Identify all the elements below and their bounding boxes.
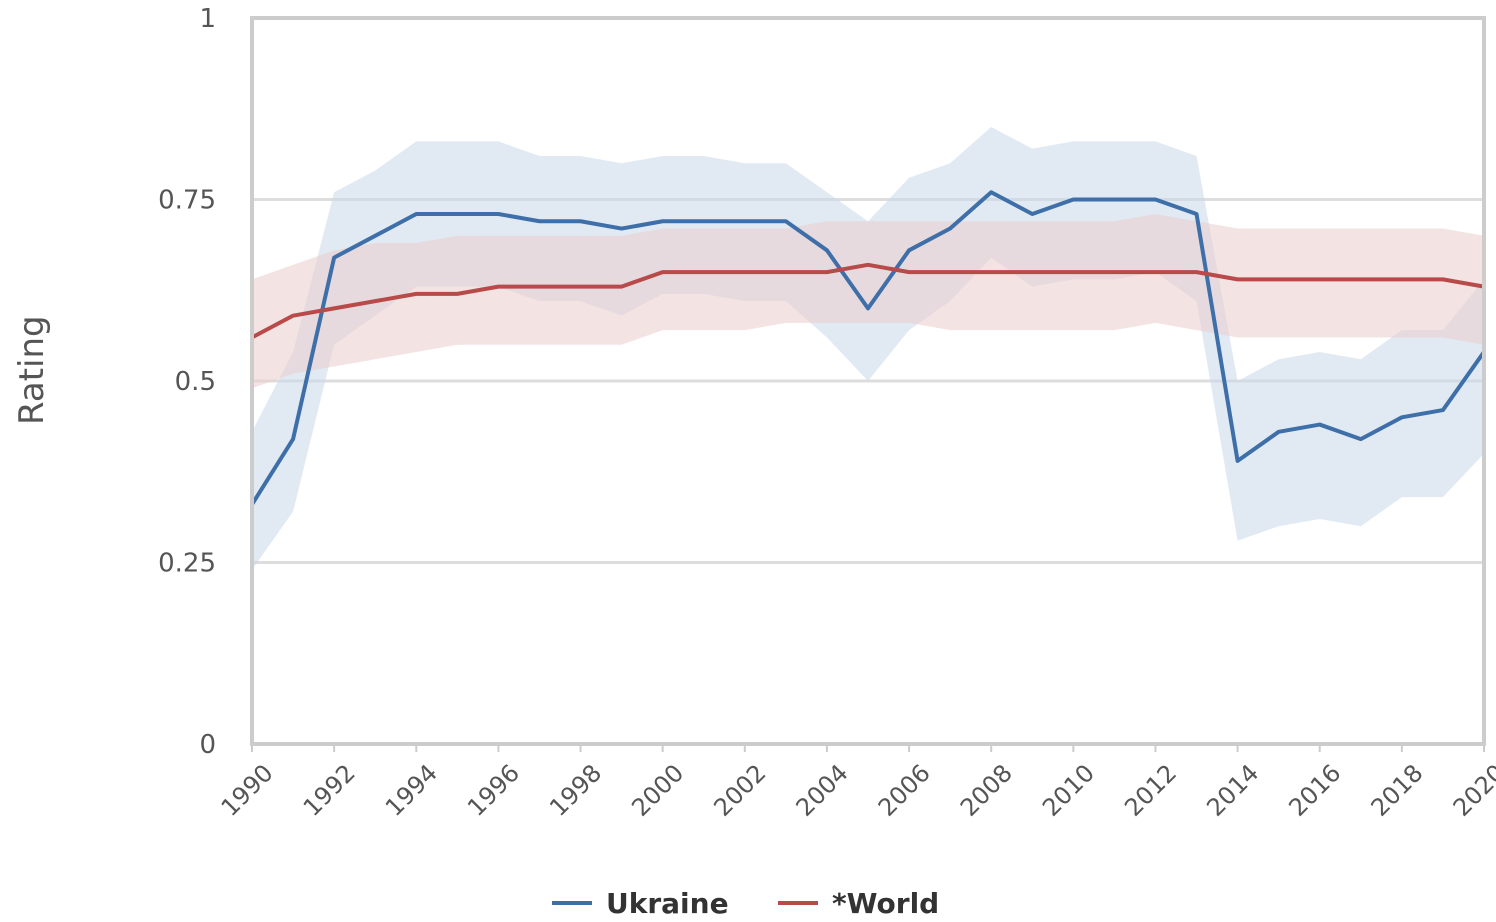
x-tick-label: 2018	[1366, 759, 1429, 822]
data-point-world	[1441, 277, 1445, 281]
data-point-world	[332, 306, 336, 310]
x-tick-label: 1996	[462, 759, 525, 822]
data-point-ukraine	[1153, 198, 1157, 201]
data-point-ukraine	[989, 190, 993, 194]
data-point-world	[1236, 277, 1240, 281]
data-point-world	[291, 314, 295, 318]
data-point-world	[989, 270, 993, 274]
data-point-world	[1030, 270, 1034, 274]
data-point-world	[1112, 270, 1116, 274]
data-point-ukraine	[948, 227, 952, 231]
data-point-ukraine	[1071, 198, 1075, 201]
x-tick-label: 2010	[1037, 759, 1100, 822]
data-point-ukraine	[373, 234, 377, 238]
plot-frame	[250, 16, 1486, 746]
data-point-ukraine	[866, 306, 870, 310]
data-point-world	[1153, 270, 1157, 274]
x-tick-label: 2006	[873, 759, 936, 822]
data-point-world	[1318, 277, 1322, 281]
data-point-ukraine	[661, 219, 665, 223]
data-point-world	[825, 270, 829, 274]
series-lines	[250, 190, 1486, 506]
data-point-world	[743, 270, 747, 274]
data-point-world	[537, 285, 541, 289]
data-point-ukraine	[579, 219, 583, 223]
legend-label-ukraine: Ukraine	[606, 886, 729, 920]
y-tick-label: 0.25	[158, 549, 216, 579]
data-point-world	[1277, 277, 1281, 281]
data-point-ukraine	[1441, 408, 1445, 412]
data-point-world	[373, 299, 377, 303]
x-axis-ticks: 1990 1992 1994 1996 1998 2000 2002 2004 2006 2008…	[216, 744, 1496, 822]
data-point-ukraine	[1359, 437, 1363, 441]
x-tick-label: 1992	[298, 759, 361, 822]
data-point-world	[1400, 277, 1404, 281]
confidence-bands	[252, 126, 1484, 570]
x-tick-label: 2002	[708, 759, 771, 822]
data-point-ukraine	[907, 248, 911, 252]
y-tick-label: 0.75	[158, 186, 216, 216]
legend-label-world: *World	[832, 886, 940, 920]
legend-item-world[interactable]: *World	[778, 886, 939, 920]
legend-swatch-ukraine	[552, 901, 592, 905]
data-point-world	[414, 292, 418, 296]
data-point-world	[1359, 277, 1363, 281]
x-tick-label: 2014	[1201, 759, 1264, 822]
data-point-ukraine	[1318, 423, 1322, 427]
data-point-world	[661, 270, 665, 274]
x-tick-label: 1990	[216, 759, 279, 822]
x-tick-label: 2016	[1283, 759, 1346, 822]
data-point-ukraine	[743, 219, 747, 223]
data-point-ukraine	[537, 219, 541, 223]
data-point-world	[948, 270, 952, 274]
data-point-ukraine	[414, 212, 418, 216]
data-point-ukraine	[332, 256, 336, 260]
data-point-ukraine	[291, 437, 295, 441]
y-axis-label: Rating	[12, 315, 52, 425]
data-point-ukraine	[702, 219, 706, 223]
data-point-ukraine	[455, 212, 459, 216]
x-tick-label: 2000	[626, 759, 689, 822]
y-axis-ticks: 0 0.25 0.5 0.75 1	[158, 4, 216, 760]
x-tick-label: 2004	[791, 759, 854, 822]
x-tick-label: 1994	[380, 759, 443, 822]
data-point-ukraine	[825, 248, 829, 252]
data-point-world	[496, 285, 500, 289]
data-point-ukraine	[1112, 198, 1116, 201]
legend-item-ukraine[interactable]: Ukraine	[552, 886, 729, 920]
data-point-world	[702, 270, 706, 274]
data-point-ukraine	[1277, 430, 1281, 434]
data-point-world	[1071, 270, 1075, 274]
data-point-world	[455, 292, 459, 296]
data-point-world	[866, 263, 870, 267]
band-world	[252, 214, 1484, 389]
data-point-ukraine	[620, 227, 624, 231]
data-point-ukraine	[1030, 212, 1034, 216]
data-point-ukraine	[784, 219, 788, 223]
data-point-world	[579, 285, 583, 289]
band-ukraine	[252, 126, 1484, 570]
data-point-world	[1195, 270, 1199, 274]
data-point-ukraine	[1236, 459, 1240, 463]
data-point-ukraine	[1400, 415, 1404, 419]
x-tick-label: 2012	[1119, 759, 1182, 822]
data-point-world	[907, 270, 911, 274]
x-tick-label: 2020	[1448, 759, 1496, 822]
x-tick-label: 1998	[544, 759, 607, 822]
x-tick-label: 2008	[955, 759, 1018, 822]
data-point-world	[620, 285, 624, 289]
legend-swatch-world	[778, 901, 818, 905]
y-tick-label: 0.5	[175, 367, 216, 397]
data-point-world	[784, 270, 788, 274]
y-tick-label: 1	[199, 4, 216, 34]
data-point-ukraine	[496, 212, 500, 216]
y-tick-label: 0	[199, 730, 216, 760]
data-point-ukraine	[1195, 212, 1199, 216]
